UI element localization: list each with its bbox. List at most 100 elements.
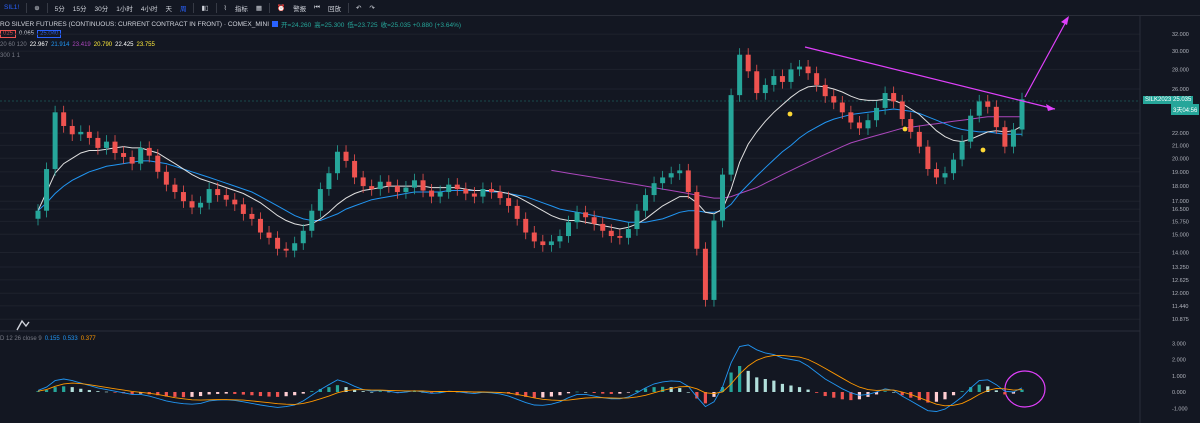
timeframe-5m[interactable]: 5分 xyxy=(54,5,65,13)
signal-dot xyxy=(902,126,908,132)
indicators-icon[interactable]: ⌇ xyxy=(223,4,227,12)
candles-icon[interactable]: ▮▯ xyxy=(201,4,209,12)
alert-button[interactable]: 警报 xyxy=(293,5,307,13)
macd-histogram-bar xyxy=(524,392,528,397)
candle-body xyxy=(531,232,537,242)
macd-signal-line xyxy=(37,354,1023,407)
macd-tick-label: 0.000 xyxy=(1172,390,1186,396)
candle-body xyxy=(155,155,161,172)
macd-histogram-bar xyxy=(430,392,434,393)
timeframe-15m[interactable]: 15分 xyxy=(72,5,87,13)
timeframe-1h[interactable]: 1小时 xyxy=(116,5,133,13)
timeframe-1w[interactable]: 周 xyxy=(179,5,187,13)
candle-body xyxy=(600,223,606,231)
projection-arrow xyxy=(1024,17,1069,98)
price-tick-label: 20.000 xyxy=(1172,156,1189,162)
symbol-price-tag: SILK2023 xyxy=(1143,96,1174,104)
ma-params: 20 60 120 xyxy=(0,42,27,48)
replay-button[interactable]: 回放 xyxy=(327,5,341,13)
macd-histogram-bar xyxy=(635,390,639,392)
add-symbol-icon[interactable]: ⊕ xyxy=(34,4,40,12)
candle-body xyxy=(848,112,854,123)
ma-value: 22.967 xyxy=(29,42,49,48)
price-tick-label: 15.000 xyxy=(1172,232,1189,238)
candle-body xyxy=(865,120,871,129)
macd-histogram-bar xyxy=(164,392,168,397)
signal-dots xyxy=(787,111,986,153)
ma-value: 20.790 xyxy=(93,42,113,48)
timeframe-4h[interactable]: 4小时 xyxy=(140,5,158,13)
ma-value: 23.419 xyxy=(72,42,91,48)
macd-histogram-bar xyxy=(823,392,827,397)
macd-histogram-bar xyxy=(883,391,887,392)
macd-histogram-bar xyxy=(378,391,382,392)
timeframe-1d[interactable]: 天 xyxy=(165,5,172,13)
macd-histogram-bar xyxy=(738,366,742,392)
macd-histogram-bar xyxy=(250,392,254,396)
replay-icon[interactable]: ⏮ xyxy=(314,3,320,11)
price-tick-label: 11.440 xyxy=(1172,304,1188,310)
candle-body xyxy=(660,177,666,184)
candle-body xyxy=(643,195,649,211)
indicators-button[interactable]: 指标 xyxy=(234,5,248,13)
undo-icon[interactable]: ↶ xyxy=(355,4,362,12)
candle-body xyxy=(394,186,400,193)
macd-histogram-bar xyxy=(566,392,571,394)
candle-body xyxy=(497,192,503,199)
macd-histogram-bar xyxy=(113,392,117,393)
candle-body xyxy=(831,96,837,103)
redo-icon[interactable]: ↷ xyxy=(369,4,375,12)
candle-body xyxy=(694,192,700,249)
ohlc-open: 开=24.260 xyxy=(281,22,312,29)
ma-value: 22.425 xyxy=(115,42,134,48)
candle-body xyxy=(506,198,512,206)
macd-histogram-bar xyxy=(207,392,211,395)
candle-body xyxy=(899,101,905,120)
candle-body xyxy=(215,189,221,196)
candle-body xyxy=(300,230,306,244)
symbol-button[interactable]: SIL1! xyxy=(4,4,20,11)
macd-histogram-bar xyxy=(318,389,322,392)
candle-body xyxy=(326,173,332,190)
macd-histogram-bar xyxy=(712,392,716,397)
macd-histogram-bar xyxy=(780,383,785,392)
macd-histogram-bar xyxy=(926,392,930,403)
candle-body xyxy=(283,248,289,251)
macd-histogram-bar xyxy=(62,386,66,392)
signal-dot xyxy=(980,147,986,153)
alert-icon[interactable]: ⏰ xyxy=(276,4,286,12)
toolbar-divider xyxy=(215,2,217,13)
candle-body xyxy=(121,153,127,157)
signal-dot xyxy=(787,111,793,117)
trendline-arrowhead xyxy=(1046,104,1055,111)
macd-histogram-bar xyxy=(678,388,682,392)
candle-body xyxy=(583,212,589,218)
layout-grid-icon[interactable]: ▦ xyxy=(255,4,262,12)
macd-histogram-bar xyxy=(789,385,793,392)
candle-body xyxy=(52,112,58,170)
candle-body xyxy=(463,189,469,194)
candle-body xyxy=(540,241,546,246)
macd-signal-value: 0.533 xyxy=(62,336,78,342)
price-tick-label: 12.625 xyxy=(1172,278,1189,284)
macd-histogram-bar xyxy=(584,392,588,393)
macd-histogram-bar xyxy=(44,390,49,392)
candle-body xyxy=(856,122,862,129)
candle-body xyxy=(728,95,734,175)
chart-legend-title-row: RO SILVER FUTURES (CONTINUOUS: CURRENT C… xyxy=(0,19,461,30)
candle-body xyxy=(805,66,811,74)
candle-body xyxy=(488,189,494,193)
price-tick-label: 14.000 xyxy=(1172,251,1189,257)
price-tick-label: 19.000 xyxy=(1172,170,1189,176)
price-tick-label: 30.000 xyxy=(1172,49,1189,55)
macd-histogram-bar xyxy=(575,391,579,393)
candle-body xyxy=(668,173,674,178)
price-tick-label: 17.000 xyxy=(1172,199,1189,205)
price-tick-label: 28.000 xyxy=(1172,67,1189,73)
top-toolbar: SIL1! ⊕ 5分 15分 30分 1小时 4小时 天 周 ▮▯ ⌇ 指标 ▦… xyxy=(0,0,1200,16)
candle-body xyxy=(112,141,118,154)
candle-body xyxy=(146,147,152,156)
timeframe-30m[interactable]: 30分 xyxy=(94,5,109,13)
candle-body xyxy=(788,69,794,82)
